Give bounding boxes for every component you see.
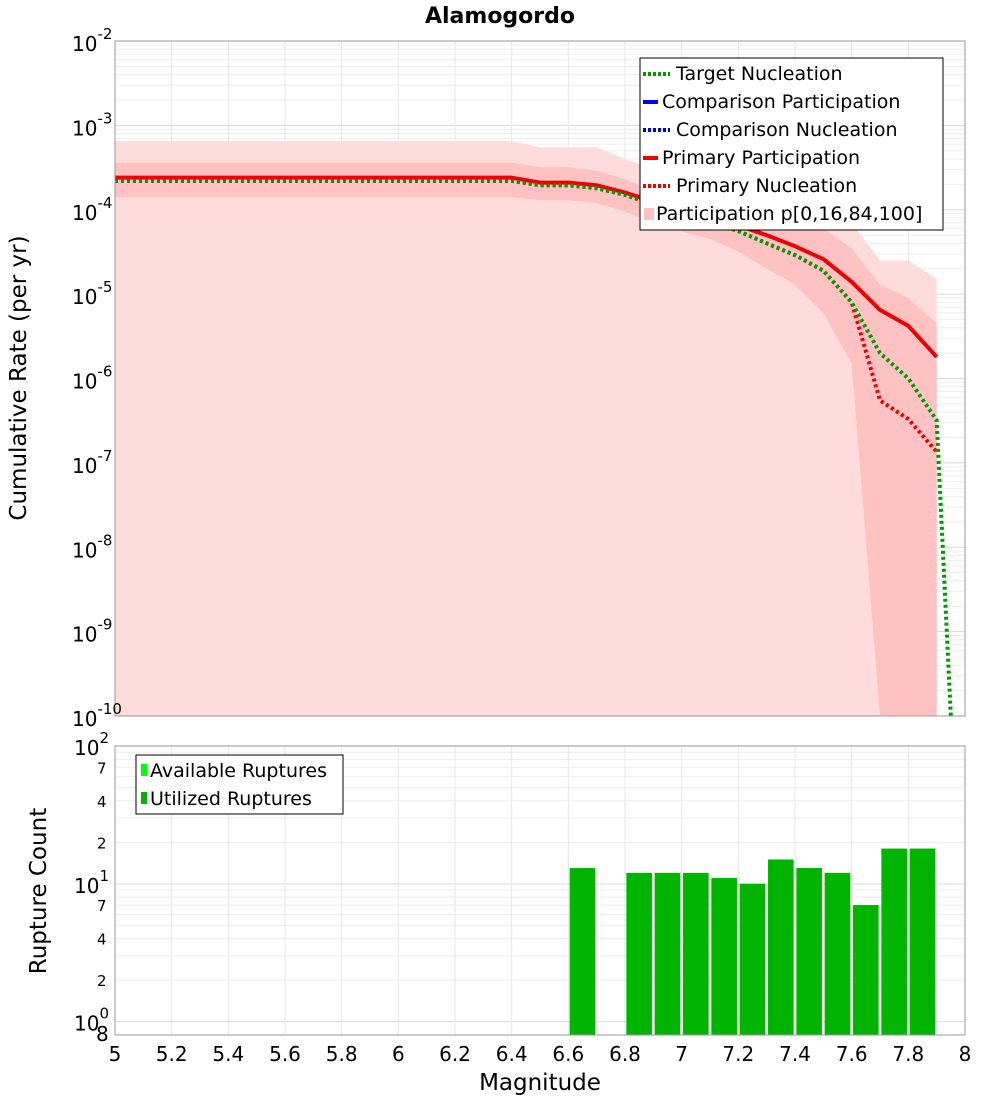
rate-y-axis-title: Cumulative Rate (per yr): [6, 235, 32, 520]
magnitude-x-tick-label: 6: [392, 1042, 405, 1066]
bar-utilized-ruptures: [683, 872, 709, 1035]
bar-utilized-ruptures: [626, 872, 652, 1035]
rate-y-tick-label: 10-2: [72, 25, 112, 56]
rupture-y-tick-label: 102: [74, 729, 109, 760]
bar-utilized-ruptures: [654, 872, 681, 1035]
bar-utilized-ruptures: [768, 859, 794, 1035]
rupture-y-tick-label: 2: [97, 972, 107, 990]
magnitude-x-tick-label: 6.2: [439, 1042, 471, 1066]
bar-utilized-ruptures: [796, 868, 822, 1035]
rupture-y-tick-label: 2: [97, 834, 107, 852]
magnitude-x-tick-label: 5: [109, 1042, 122, 1066]
rupture-legend-box: [135, 754, 344, 815]
legend-swatch: [141, 792, 147, 804]
magnitude-x-tick-label: 7.6: [836, 1042, 868, 1066]
rate-y-tick-label: 10-7: [72, 447, 112, 478]
magnitude-x-tick-labels: 5 5.2 5.4 5.6 5.8 6 6.2 6.4 6.6 6.8 7 7.2 7.4 7.6 7.8 8: [109, 1042, 972, 1066]
magnitude-x-tick-label: 5.6: [269, 1042, 301, 1066]
rate-y-tick-label: 10-9: [72, 616, 112, 647]
rate-legend-box: [639, 57, 944, 231]
rate-y-tick-label: 10-5: [72, 278, 112, 309]
magnitude-x-tick-label: 7.2: [722, 1042, 754, 1066]
rupture-y-tick-label: 4: [97, 793, 107, 811]
rupture-y-tick-label: 7: [97, 759, 107, 777]
rupture-y-axis-title: Rupture Count: [26, 808, 52, 974]
bar-utilized-ruptures: [881, 848, 907, 1035]
bar-utilized-ruptures: [824, 872, 851, 1035]
bar-utilized-ruptures: [909, 848, 936, 1035]
bar-utilized-ruptures: [569, 868, 596, 1035]
legend-label: Primary Nucleation: [676, 175, 857, 197]
magnitude-x-tick-label: 5.8: [326, 1042, 358, 1066]
rate-y-tick-label: 10-6: [72, 363, 112, 394]
rupture-bars: [569, 848, 936, 1035]
rate-y-tick-label: 10-3: [72, 109, 112, 140]
x-axis-title: Magnitude: [479, 1070, 601, 1096]
magnitude-x-tick-label: 6.8: [609, 1042, 641, 1066]
bar-utilized-ruptures: [853, 905, 879, 1035]
rate-y-tick-label: 10-10: [72, 700, 122, 731]
legend-label: Available Ruptures: [150, 760, 327, 782]
bar-utilized-ruptures: [711, 878, 737, 1035]
chart-title: Alamogordo: [425, 4, 575, 29]
magnitude-x-tick-label: 5.2: [156, 1042, 188, 1066]
rate-y-tick-label: 10-4: [72, 194, 112, 225]
magnitude-x-tick-label: 8: [959, 1042, 972, 1066]
rupture-y-tick-label: 8: [96, 1022, 109, 1046]
rate-y-tick-label: 10-8: [72, 531, 112, 562]
participation-bands: [115, 141, 937, 717]
legend-swatch: [644, 208, 654, 220]
rate-plot: 10-2 10-3 10-4 10-5 10-6 10-7 10-8 10-9 10-10 Al…: [6, 4, 966, 731]
participation-band-outer: [115, 141, 937, 717]
legend-label: Participation p[0,16,84,100]: [656, 203, 922, 225]
legend-label: Utilized Ruptures: [150, 788, 312, 810]
rupture-y-tick-label: 7: [97, 897, 107, 915]
magnitude-x-tick-label: 7.8: [892, 1042, 924, 1066]
legend-label: Comparison Nucleation: [676, 119, 898, 141]
legend-swatch: [141, 764, 147, 776]
magnitude-x-tick-label: 7: [675, 1042, 688, 1066]
rupture-y-tick-label: 4: [97, 931, 107, 949]
rupture-legend: Available Ruptures Utilized Ruptures: [135, 754, 344, 815]
rate-plot-frame: [114, 40, 966, 717]
bar-utilized-ruptures: [739, 883, 766, 1035]
legend-label: Primary Participation: [662, 147, 860, 169]
legend-label: Comparison Participation: [662, 91, 900, 113]
magnitude-x-tick-label: 5.4: [212, 1042, 244, 1066]
legend-label: Target Nucleation: [675, 63, 843, 85]
rate-y-tick-labels: 10-2 10-3 10-4 10-5 10-6 10-7 10-8 10-9 10-10: [72, 25, 122, 731]
magnitude-x-tick-label: 7.4: [779, 1042, 811, 1066]
rupture-y-tick-label: 101: [74, 867, 109, 898]
magnitude-x-tick-label: 6.4: [496, 1042, 528, 1066]
rupture-plot-frame: [114, 745, 966, 1036]
rate-legend: Target Nucleation Comparison Participatio…: [639, 57, 944, 231]
magnitude-x-tick-label: 6.6: [552, 1042, 584, 1066]
rupture-y-tick-label: 100: [74, 1005, 109, 1036]
